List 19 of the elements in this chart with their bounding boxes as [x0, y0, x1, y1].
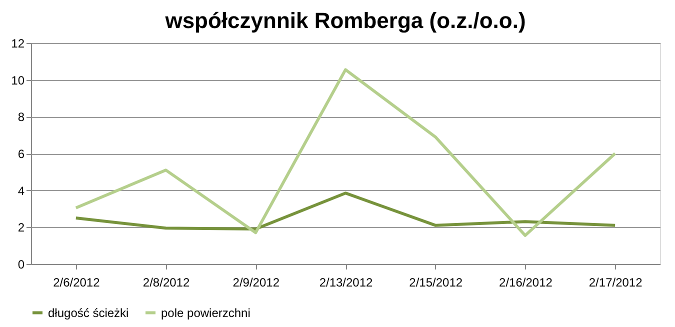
x-tick-label: 2/13/2012: [319, 276, 374, 290]
legend-label: długość ścieżki: [48, 306, 129, 320]
y-tick-label: 2: [18, 220, 25, 235]
line-series: [74, 192, 617, 231]
y-tick-label: 10: [11, 73, 25, 88]
y-tick-label: 8: [18, 110, 25, 124]
x-tick-label: 2/6/2012: [53, 276, 100, 290]
y-tick-label: 4: [18, 184, 25, 198]
x-tick-label: 2/8/2012: [142, 276, 190, 290]
line-series: [74, 68, 617, 237]
x-tick-label: 2/16/2012: [499, 276, 553, 290]
y-tick-label: 6: [18, 147, 25, 161]
x-tick-label: 2/9/2012: [232, 276, 280, 290]
y-tick-label: 0: [18, 258, 25, 272]
legend-label: pole powierzchni: [161, 306, 250, 320]
chart-title: współczynnik Romberga (o.z./o.o.): [164, 8, 526, 33]
x-tick-label: 2/17/2012: [588, 276, 643, 290]
x-tick-label: 2/15/2012: [409, 276, 463, 290]
y-tick-label: 12: [11, 36, 25, 50]
